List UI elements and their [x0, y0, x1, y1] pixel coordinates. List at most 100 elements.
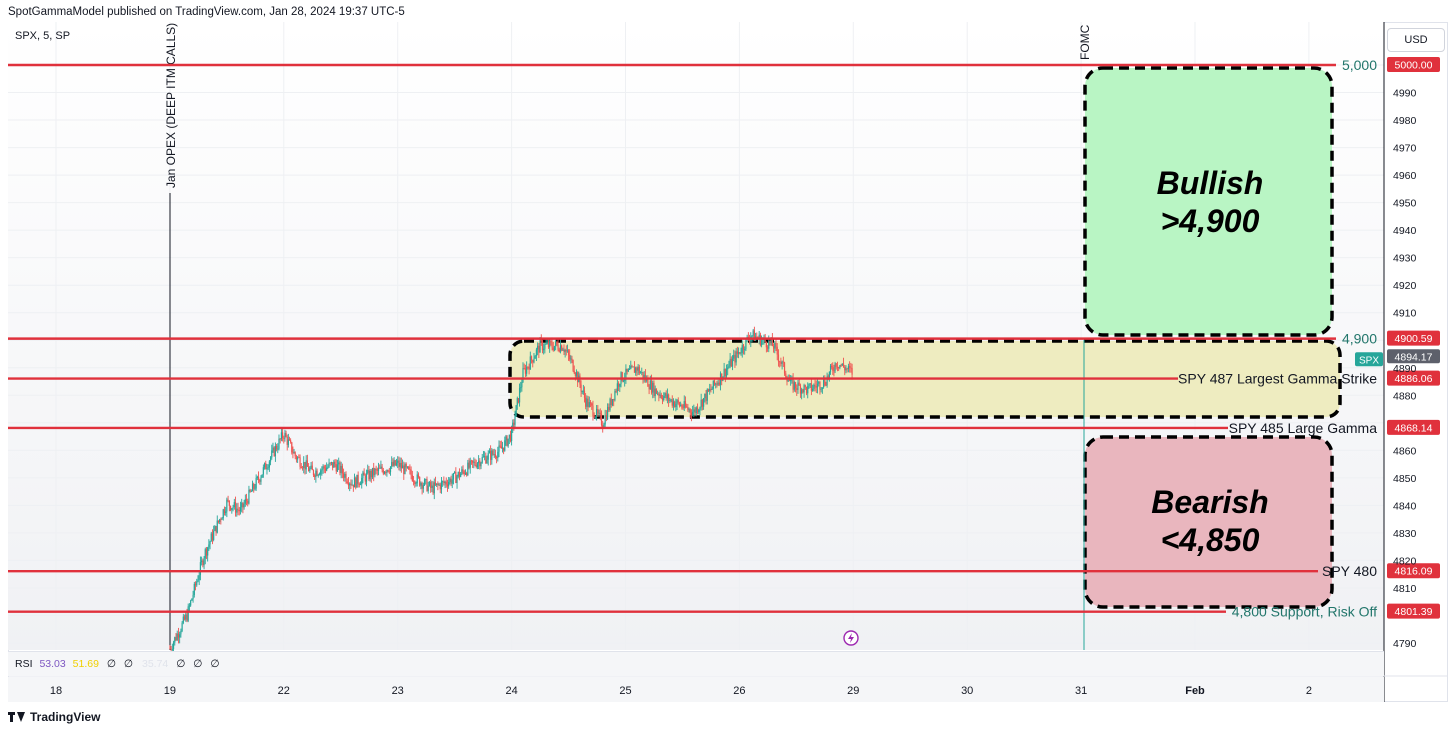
candle-body	[814, 384, 816, 387]
candle-body	[202, 560, 204, 566]
x-tick-label: 19	[164, 685, 176, 697]
y-tick-label: 4850	[1393, 473, 1417, 485]
candle-body	[661, 397, 664, 401]
candle-body	[810, 383, 813, 391]
candle-body	[807, 386, 809, 394]
bullish-line1: Bullish	[1156, 165, 1264, 201]
candle-body	[464, 473, 467, 475]
candle-body	[262, 467, 264, 475]
candle-body	[268, 461, 270, 468]
candle-body	[207, 547, 209, 556]
tradingview-footer[interactable]: TradingView	[8, 710, 100, 724]
candle-body	[804, 385, 806, 388]
candle-body	[205, 549, 208, 556]
candle-body	[192, 594, 194, 599]
candle-body	[716, 383, 718, 385]
candle-body	[417, 474, 420, 477]
candle-body	[476, 463, 479, 468]
candle-body	[508, 434, 510, 439]
candle-body	[257, 476, 260, 480]
candle-body	[455, 471, 457, 483]
tradingview-logo-icon	[8, 712, 25, 722]
candle-body	[247, 500, 249, 504]
candle-body	[306, 460, 308, 467]
bullish-line2: >4,900	[1160, 203, 1260, 239]
candle-body	[598, 412, 600, 414]
candle-body	[232, 507, 234, 509]
candle-body	[284, 433, 286, 439]
candle-body	[543, 348, 545, 351]
candle-body	[674, 401, 676, 407]
last-price-tag-text: 4894.17	[1395, 351, 1433, 363]
candle-body	[198, 575, 200, 580]
candle-body	[452, 473, 455, 480]
candle-body	[841, 363, 843, 366]
candle-body	[392, 462, 394, 466]
candle-body	[342, 473, 345, 478]
candle-body	[292, 452, 294, 454]
candle-body	[736, 351, 738, 354]
level-price-tag-text: 4886.06	[1395, 373, 1433, 385]
candle-body	[600, 414, 603, 426]
candle-body	[771, 338, 773, 347]
candle-body	[588, 402, 590, 408]
x-tick-label: 2	[1306, 685, 1312, 697]
candle-body	[269, 457, 272, 462]
candle-body	[401, 465, 404, 469]
candle-body	[805, 387, 808, 394]
candle-body	[336, 464, 339, 472]
candle-body	[190, 600, 192, 606]
candle-body	[251, 483, 254, 492]
candle-body	[334, 461, 336, 465]
candle-body	[462, 469, 464, 472]
candle-body	[797, 382, 799, 390]
candle-body	[641, 371, 643, 373]
candle-body	[363, 472, 365, 476]
currency-button[interactable]: USD	[1387, 28, 1445, 52]
x-tick-label: 31	[1075, 685, 1087, 697]
candle-body	[846, 368, 848, 370]
level-price-tag	[1387, 603, 1440, 619]
candle-body	[635, 367, 637, 373]
candle-body	[322, 466, 324, 470]
symbol-info[interactable]: SPX, 5, SP	[15, 30, 71, 42]
candle-body	[585, 397, 587, 407]
y-tick-label: 4990	[1393, 88, 1417, 100]
candle-body	[358, 483, 360, 485]
candle-body	[535, 349, 538, 357]
candle-body	[399, 462, 401, 467]
candle-body	[237, 508, 239, 510]
level-price-tag-text: 4900.59	[1395, 333, 1433, 345]
candle-body	[234, 502, 237, 513]
rsi-ma-value: 51.69	[72, 658, 99, 670]
candle-body	[472, 460, 474, 463]
x-tick-label: 29	[847, 685, 859, 697]
candle-body	[208, 544, 210, 548]
y-tick-label: 4860	[1393, 445, 1417, 457]
candle-body	[774, 342, 776, 349]
bullish-label: Bullish >4,900	[1100, 164, 1320, 240]
candle-body	[689, 409, 691, 413]
candle-body	[563, 349, 565, 352]
level-label: 4,900	[1342, 331, 1377, 347]
candle-body	[832, 367, 834, 371]
candle-body	[611, 399, 614, 406]
candle-body	[480, 462, 482, 467]
candle-body	[660, 394, 662, 398]
opex-event-label: Jan OPEX (DEEP ITM CALLS)	[164, 23, 178, 188]
candle-body	[619, 383, 621, 387]
candle-body	[849, 366, 851, 368]
candle-body	[204, 549, 206, 559]
candle-body	[338, 462, 340, 465]
candle-body	[186, 614, 188, 621]
rsi-pane[interactable]: RSI 53.03 51.69 ∅ ∅ 35.74 ∅ ∅ ∅	[8, 651, 1384, 676]
candle-body	[174, 637, 176, 643]
candle-body	[274, 446, 276, 457]
candle-body	[341, 465, 343, 474]
candle-body	[655, 388, 658, 394]
candle-body	[569, 354, 571, 360]
y-tick-label: 4790	[1393, 638, 1417, 650]
candle-body	[291, 442, 293, 453]
candle-body	[770, 338, 772, 344]
